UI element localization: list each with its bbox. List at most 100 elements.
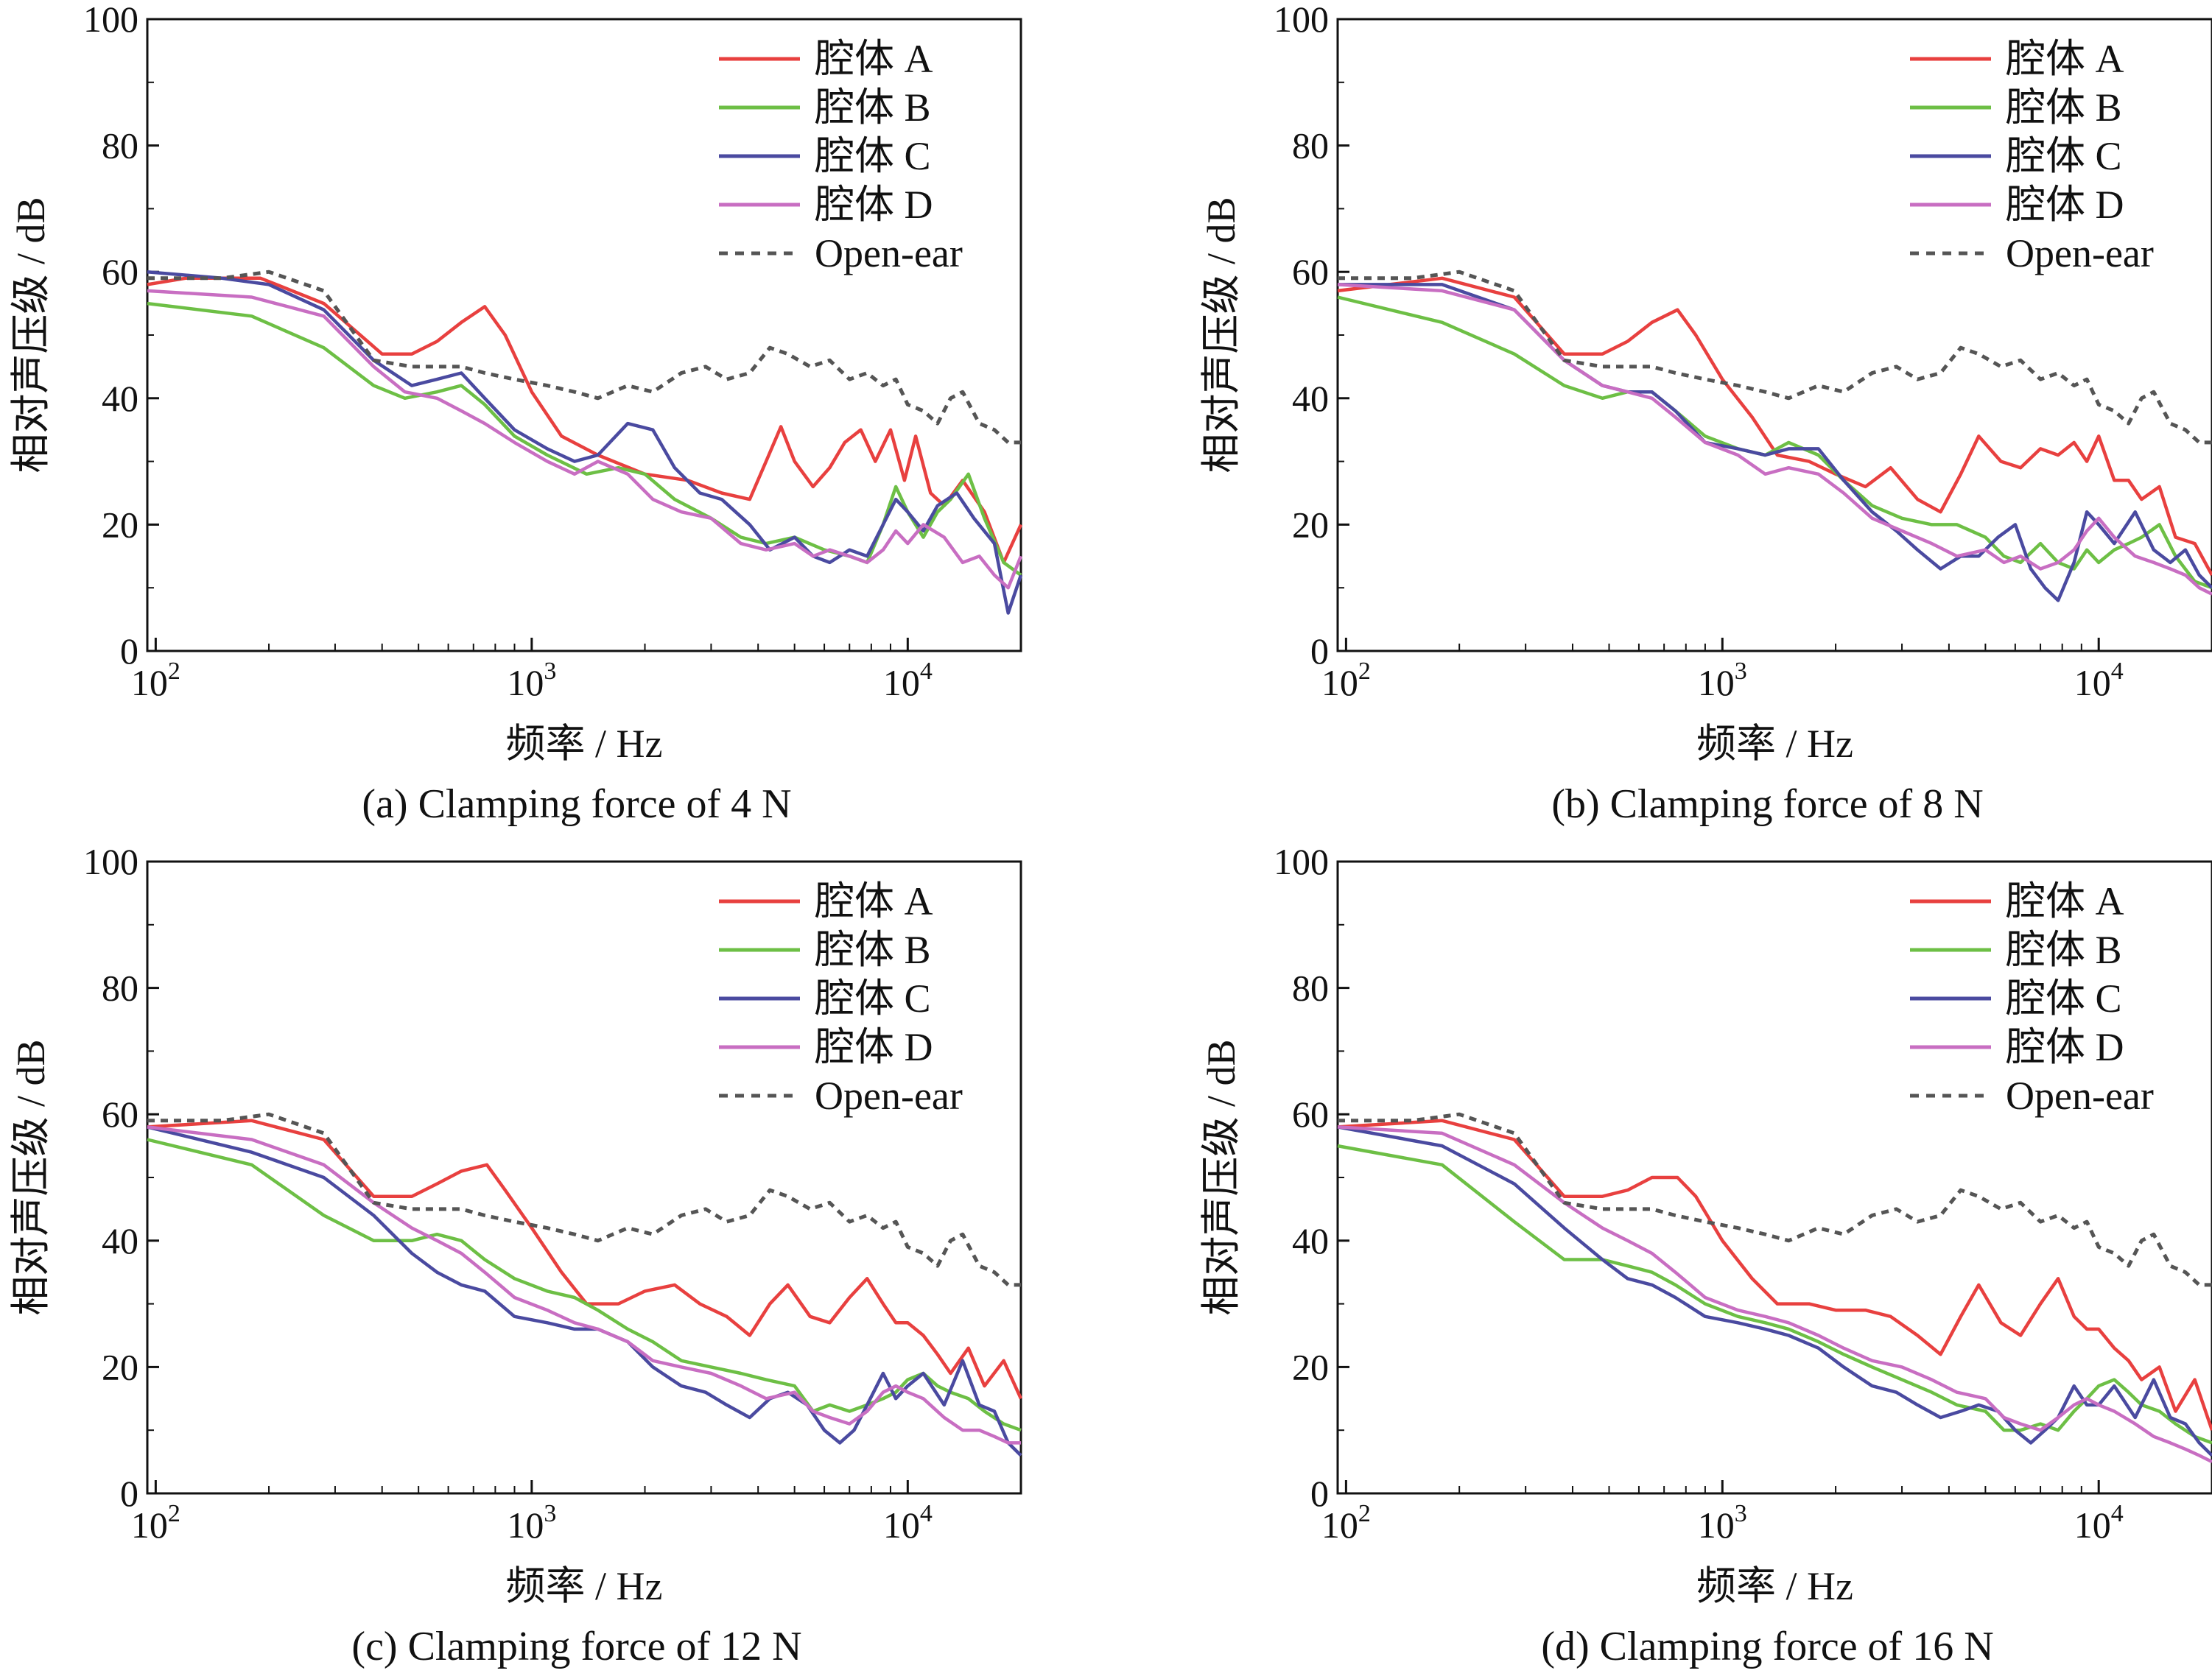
series-line-3 — [1337, 1125, 2212, 1457]
panel-caption: (b) Clamping force of 8 N — [1551, 781, 1983, 827]
y-tick-label: 40 — [1292, 378, 1329, 419]
x-tick-label: 103 — [1698, 1500, 1747, 1546]
series-line-4 — [147, 1125, 1021, 1445]
series-line-5 — [1338, 270, 2212, 445]
y-tick-label: 100 — [1274, 0, 1329, 40]
y-axis-label: 相对声压级 / dB — [1199, 1039, 1243, 1315]
legend-entry: Open-ear — [815, 1074, 963, 1118]
legend-entry: Open-ear — [815, 231, 963, 275]
x-axis-label: 频率 / Hz — [506, 722, 663, 766]
legend-entry: 腔体 A — [2006, 879, 2124, 923]
legend-entry: 腔体 D — [815, 1025, 933, 1069]
x-tick-base: 10 — [883, 1504, 920, 1546]
y-tick-label: 0 — [120, 630, 138, 672]
x-tick-exponent: 4 — [2111, 658, 2124, 685]
x-axis-label: 频率 / Hz — [1696, 722, 1853, 766]
legend-entry: 腔体 C — [2006, 976, 2122, 1021]
series-line-1 — [147, 276, 1023, 565]
x-tick-base: 10 — [2074, 662, 2111, 703]
x-tick-base: 10 — [1321, 1504, 1358, 1546]
y-tick-label: 60 — [1292, 1094, 1329, 1135]
x-tick-label: 103 — [1698, 658, 1747, 703]
series-line-3 — [147, 1125, 1022, 1457]
y-tick-label: 20 — [1292, 1346, 1329, 1387]
series-line-3 — [1338, 283, 2212, 602]
series-line-5 — [147, 270, 1021, 445]
x-tick-base: 10 — [883, 662, 920, 703]
x-tick-exponent: 4 — [920, 658, 933, 685]
series-line-1 — [1337, 276, 2212, 577]
y-tick-label: 80 — [102, 125, 138, 166]
legend-entry: 腔体 A — [815, 879, 933, 923]
x-tick-label: 102 — [131, 658, 180, 703]
y-tick-label: 0 — [1310, 1473, 1329, 1514]
series-line-5 — [1338, 1112, 2212, 1287]
x-tick-exponent: 3 — [544, 1500, 556, 1527]
legend-entry: Open-ear — [2006, 1074, 2154, 1118]
x-tick-exponent: 2 — [168, 658, 180, 685]
x-axis-label: 频率 / Hz — [506, 1564, 663, 1608]
series-line-2 — [1337, 1144, 2212, 1445]
series-line-2 — [147, 1138, 1022, 1432]
series-line-1 — [147, 1119, 1023, 1400]
series-line-2 — [147, 301, 1022, 577]
x-tick-label: 102 — [1321, 658, 1371, 703]
x-tick-label: 104 — [883, 658, 933, 703]
x-tick-label: 103 — [507, 1500, 556, 1546]
legend-entry: 腔体 B — [815, 85, 931, 130]
y-tick-label: 80 — [1292, 968, 1329, 1009]
x-tick-exponent: 4 — [2111, 1500, 2124, 1527]
y-axis-label: 相对声压级 / dB — [9, 1039, 53, 1315]
legend-entry: 腔体 A — [2006, 37, 2124, 81]
y-tick-label: 40 — [1292, 1220, 1329, 1261]
x-tick-base: 10 — [507, 662, 544, 703]
series-line-4 — [147, 289, 1023, 590]
legend-entry: 腔体 B — [815, 928, 931, 972]
legend-entry: 腔体 D — [2006, 1025, 2124, 1069]
series-line-5 — [147, 1112, 1021, 1287]
y-tick-label: 100 — [83, 0, 138, 40]
series-line-4 — [1337, 1125, 2212, 1464]
y-axis-label: 相对声压级 / dB — [9, 197, 53, 473]
legend-entry: 腔体 C — [815, 134, 931, 178]
x-tick-label: 103 — [507, 658, 556, 703]
legend-entry: 腔体 C — [2006, 134, 2122, 178]
panel-caption: (d) Clamping force of 16 N — [1541, 1624, 1993, 1669]
y-tick-label: 20 — [102, 1346, 138, 1387]
y-axis-label: 相对声压级 / dB — [1199, 197, 1243, 473]
x-tick-label: 104 — [2074, 658, 2124, 703]
x-tick-base: 10 — [1321, 662, 1358, 703]
x-tick-base: 10 — [2074, 1504, 2111, 1546]
x-tick-base: 10 — [1698, 662, 1735, 703]
legend-entry: 腔体 D — [2006, 183, 2124, 227]
x-tick-base: 10 — [131, 1504, 168, 1546]
x-tick-exponent: 2 — [168, 1500, 180, 1527]
y-tick-label: 60 — [102, 1094, 138, 1135]
x-tick-base: 10 — [131, 662, 168, 703]
series-line-2 — [1337, 295, 2212, 590]
y-tick-label: 60 — [102, 251, 138, 292]
x-tick-label: 104 — [883, 1500, 933, 1546]
series-line-3 — [147, 270, 1023, 615]
x-tick-label: 102 — [1321, 1500, 1371, 1546]
x-tick-exponent: 3 — [1735, 658, 1747, 685]
panel-caption: (c) Clamping force of 12 N — [351, 1624, 801, 1669]
y-tick-label: 40 — [102, 1220, 138, 1261]
x-tick-exponent: 3 — [544, 658, 556, 685]
x-tick-label: 104 — [2074, 1500, 2124, 1546]
legend-entry: 腔体 A — [815, 37, 933, 81]
x-tick-exponent: 2 — [1358, 1500, 1371, 1527]
y-tick-label: 80 — [102, 968, 138, 1009]
y-tick-label: 20 — [102, 504, 138, 545]
legend-entry: 腔体 D — [815, 183, 933, 227]
y-tick-label: 80 — [1292, 125, 1329, 166]
x-tick-base: 10 — [507, 1504, 544, 1546]
